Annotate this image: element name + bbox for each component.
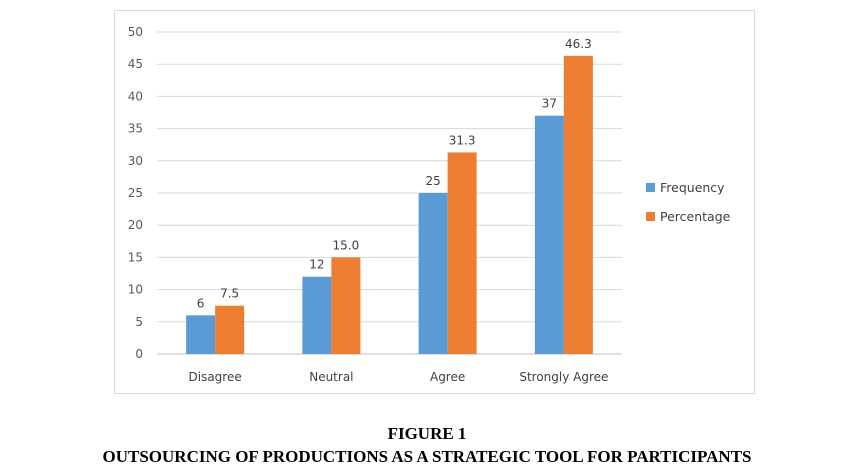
y-tick-label: 5 — [135, 315, 143, 329]
y-tick-label: 20 — [128, 218, 143, 232]
category-label: Strongly Agree — [519, 370, 608, 384]
data-label: 15.0 — [333, 238, 360, 252]
y-tick-label: 35 — [128, 122, 143, 136]
y-tick-label: 10 — [128, 283, 143, 297]
data-label: 31.3 — [449, 133, 476, 147]
y-tick-label: 0 — [135, 347, 143, 361]
bar-chart: 0 5 10 15 20 25 30 35 40 45 50 6 7.5 12 15.0 25 31.3 37 4… — [128, 25, 731, 384]
figure-label: FIGURE 1 — [387, 424, 467, 443]
data-label: 12 — [309, 258, 324, 272]
legend-swatch — [646, 183, 655, 192]
y-tick-label: 25 — [128, 186, 143, 200]
y-tick-label: 15 — [128, 250, 143, 264]
data-label: 7.5 — [220, 287, 239, 301]
legend-label: Frequency — [660, 180, 725, 195]
data-label: 46.3 — [565, 37, 592, 51]
figure-title: OUTSOURCING OF PRODUCTIONS AS A STRATEGI… — [102, 447, 752, 466]
bar-percentage — [563, 55, 593, 354]
data-label: 25 — [425, 174, 440, 188]
bar-frequency — [534, 115, 564, 354]
y-tick-label: 50 — [128, 25, 143, 39]
y-tick-label: 40 — [128, 89, 143, 103]
legend-swatch — [646, 212, 655, 221]
bar-percentage — [215, 305, 245, 354]
legend-label: Percentage — [660, 209, 731, 224]
y-tick-label: 30 — [128, 154, 143, 168]
bar-frequency — [418, 193, 448, 354]
bar-frequency — [186, 315, 216, 354]
category-label: Disagree — [189, 370, 242, 384]
bar-percentage — [447, 152, 477, 354]
y-tick-label: 45 — [128, 57, 143, 71]
data-label: 6 — [197, 296, 205, 310]
category-label: Neutral — [309, 370, 353, 384]
bar-frequency — [302, 276, 332, 354]
bar-percentage — [331, 257, 361, 354]
category-label: Agree — [430, 370, 465, 384]
data-label: 37 — [542, 97, 557, 111]
